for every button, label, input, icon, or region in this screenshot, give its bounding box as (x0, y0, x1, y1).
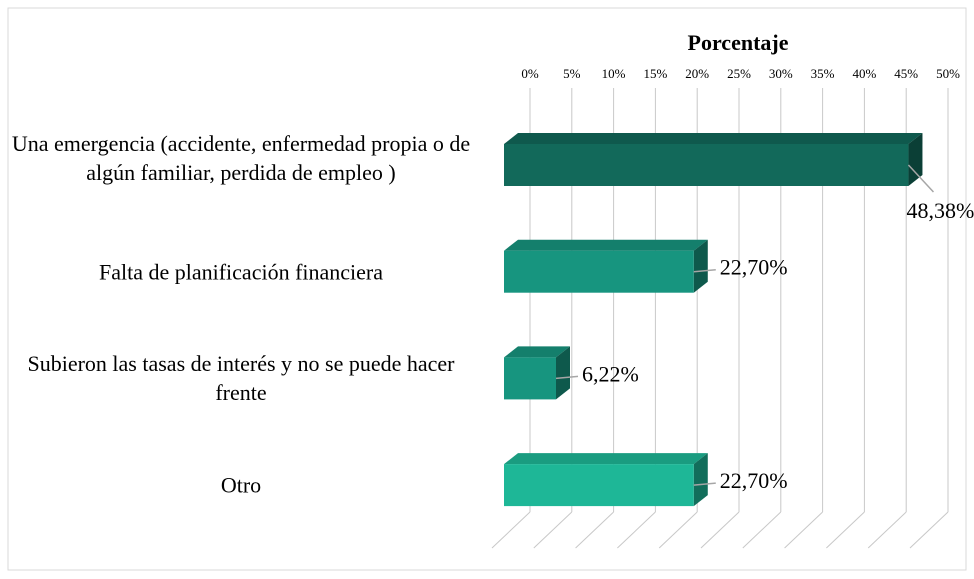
x-tick-label: 35% (811, 66, 835, 81)
leader-line (555, 375, 579, 380)
x-tick-label: 5% (563, 66, 581, 81)
floor-grid-line (867, 511, 907, 549)
x-tick-label: 45% (894, 66, 918, 81)
bar-top (504, 453, 708, 465)
value-label: 22,70% (720, 468, 788, 493)
bar (504, 250, 694, 293)
leader-line (907, 164, 935, 193)
value-label: 6,22% (582, 361, 639, 386)
category-label: Una emergencia (accidente, enfermedad pr… (11, 131, 471, 185)
floor-grid-line (700, 511, 740, 549)
floor-grid-line (533, 511, 573, 549)
value-label: 48,38% (906, 198, 974, 223)
value-label: 22,70% (720, 255, 788, 280)
bar-top (504, 133, 923, 144)
bar-top (504, 239, 708, 251)
bar (504, 357, 556, 400)
bar-side (693, 239, 708, 293)
x-tick-label: 30% (769, 66, 793, 81)
category-label: Falta de planificación financiera (98, 259, 384, 285)
chart-border (7, 7, 967, 571)
bar-side (555, 346, 570, 400)
bar-side (693, 453, 708, 507)
leader-line (693, 268, 716, 273)
category-label: Subieron las tasas de interés y no se pu… (27, 351, 455, 406)
x-tick-label: 0% (521, 66, 539, 81)
chart-title: Porcentaje (688, 30, 789, 55)
x-tick-label: 20% (685, 66, 709, 81)
x-tick-label: 10% (602, 66, 626, 81)
bar-side (908, 133, 923, 186)
bar (504, 464, 694, 507)
x-tick-label: 50% (936, 66, 960, 81)
floor-grid-line (909, 511, 949, 549)
floor-grid-line (784, 511, 823, 549)
floor-grid-line (575, 511, 614, 549)
leader-line (693, 482, 716, 486)
floor-grid-line (491, 511, 531, 549)
floor-grid-line (617, 511, 656, 549)
x-tick-label: 25% (727, 66, 751, 81)
floor-grid-line (742, 511, 782, 549)
x-tick-label: 40% (852, 66, 876, 81)
floor-grid-line (826, 511, 865, 549)
floor-grid-line (658, 511, 698, 549)
category-label: Otro (220, 472, 262, 498)
bar (504, 144, 909, 186)
bar-top (504, 346, 570, 358)
x-tick-label: 15% (643, 66, 667, 81)
